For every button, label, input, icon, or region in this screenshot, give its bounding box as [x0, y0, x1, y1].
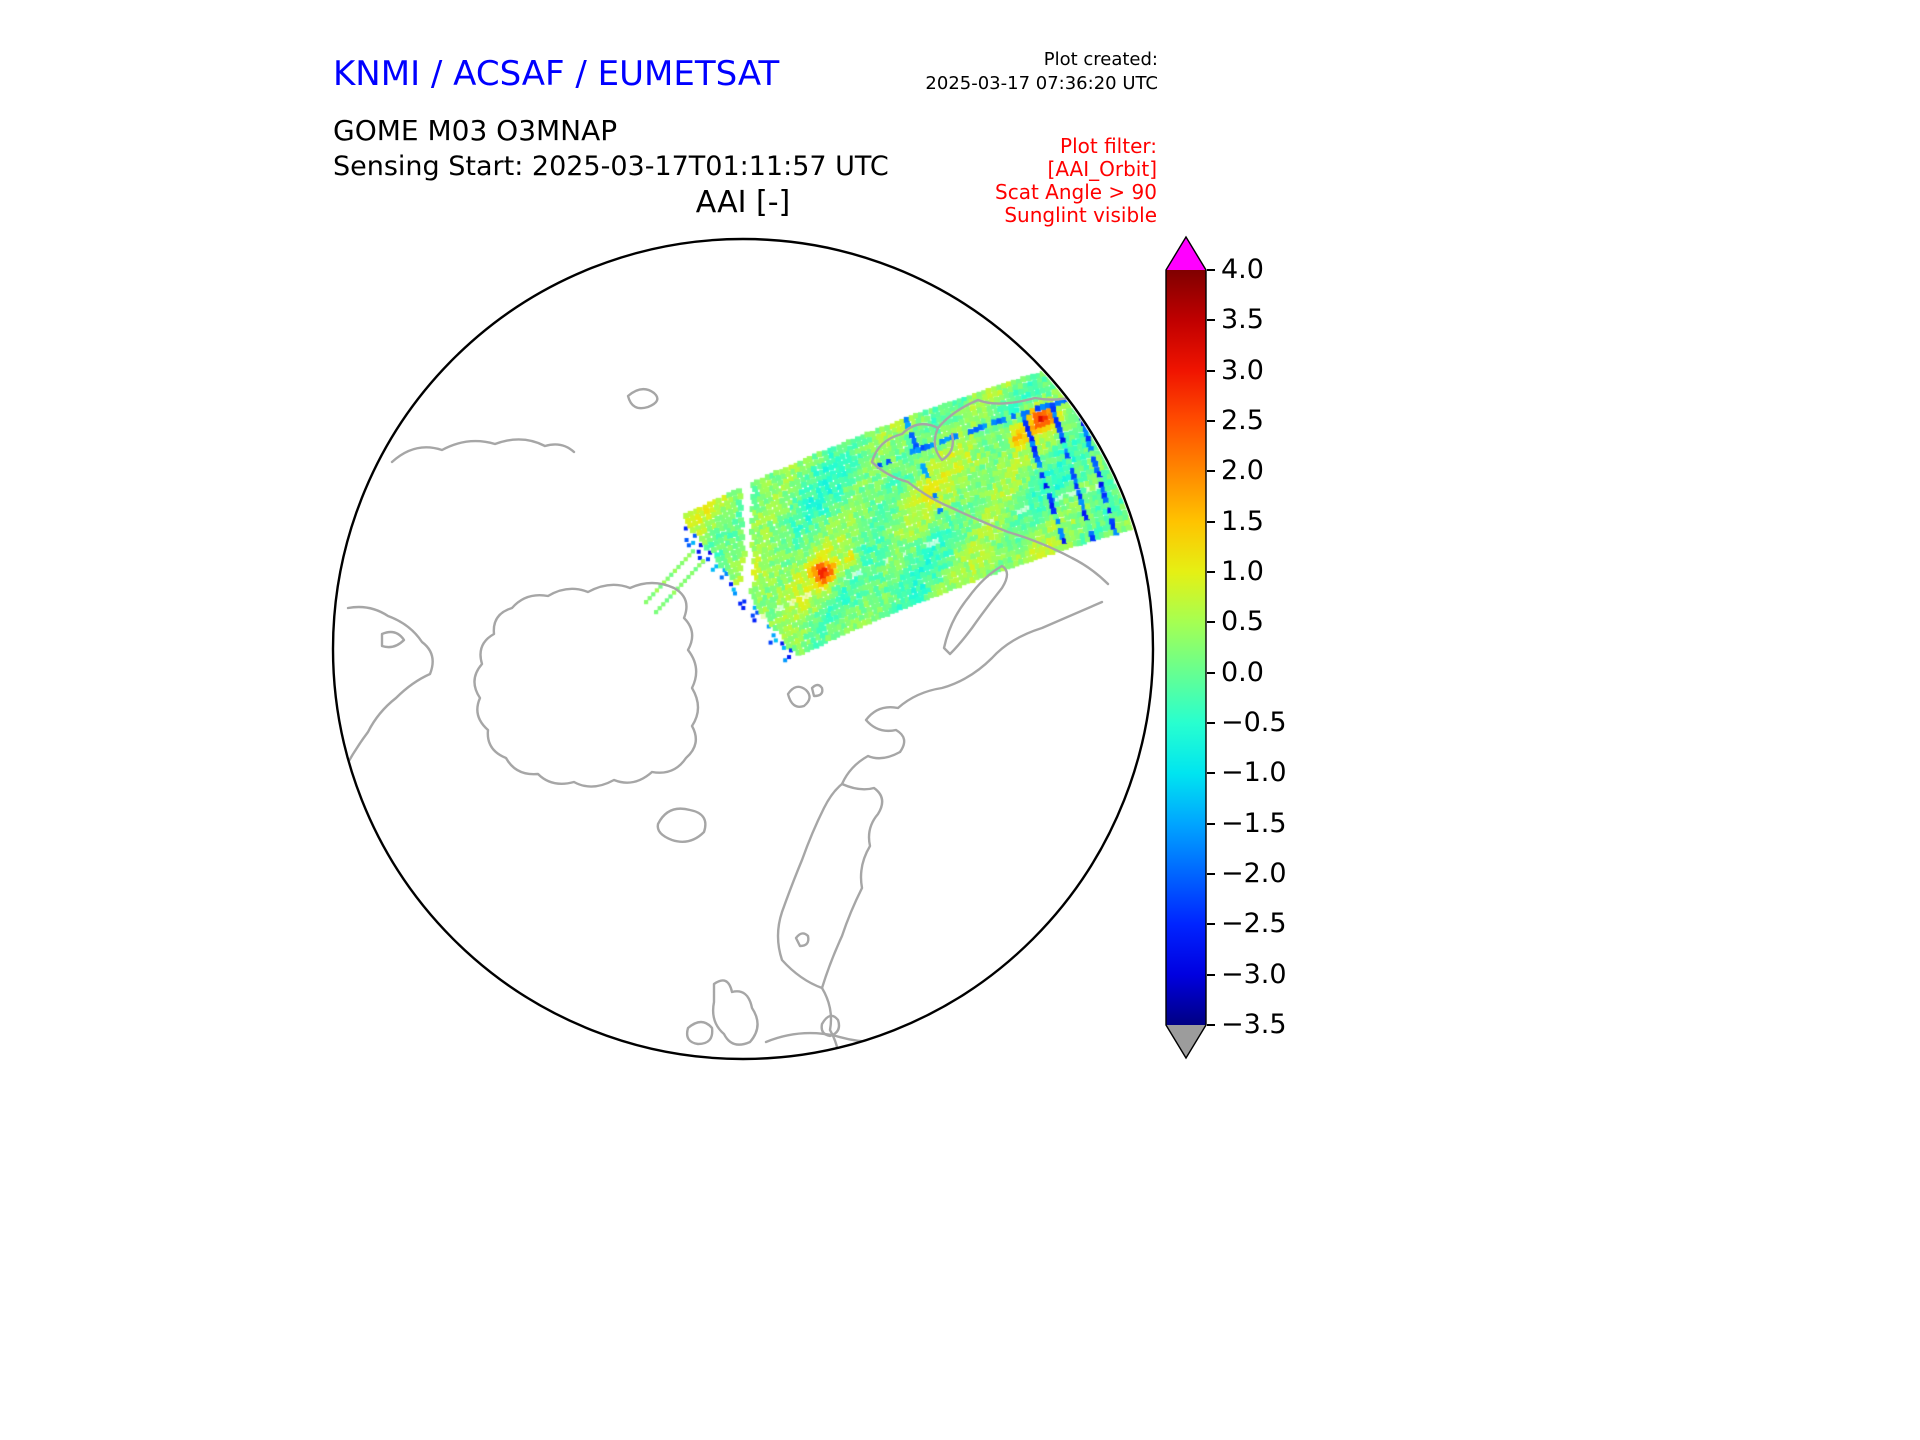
colorbar-tick-mark — [1207, 671, 1215, 674]
coastline-iceland — [658, 809, 706, 842]
colorbar-tick-label: −2.0 — [1221, 858, 1287, 889]
colorbar-tick-label: −1.0 — [1221, 757, 1287, 789]
plot-created-label: Plot created: — [1043, 49, 1158, 70]
colorbar-tick-label: −3.5 — [1221, 1009, 1287, 1040]
colorbar-tick-label: −2.5 — [1221, 908, 1287, 940]
colorbar-tick-label: 2.0 — [1221, 455, 1264, 487]
colorbar-tick-label: −3.0 — [1221, 958, 1287, 990]
colorbar-tick-mark — [1207, 520, 1215, 523]
colorbar-tick-label: 2.5 — [1221, 405, 1264, 436]
plot-filter-block: Plot filter: [AAI_Orbit] Scat Angle > 90 Su… — [857, 135, 1157, 227]
colorbar-tick-mark — [1207, 923, 1215, 926]
colorbar-tick-mark — [1207, 470, 1215, 473]
coastline-novaya-zemlya — [944, 566, 1007, 654]
colorbar-tick-mark — [1207, 269, 1215, 271]
colorbar-outline — [1166, 237, 1206, 1058]
colorbar-tick-mark — [1207, 571, 1215, 573]
colorbar-tick-mark — [1207, 369, 1215, 372]
colorbar-tick-label: −0.5 — [1221, 707, 1287, 738]
coastline-svalbard-small — [812, 685, 822, 696]
swath-canvas — [330, 236, 1156, 1062]
polar-map — [331, 237, 1155, 1062]
sensing-start-line: Sensing Start: 2025-03-17T01:11:57 UTC — [333, 151, 889, 182]
coastline-canada-island — [382, 632, 404, 647]
coastline-taymyr — [935, 428, 953, 460]
coastline-wrangel-island — [628, 389, 657, 408]
coastline-svalbard — [788, 687, 810, 707]
coastline-canada-arctic — [346, 607, 433, 766]
variable-title: AAI [-] — [695, 185, 791, 220]
agency-title: KNMI / ACSAF / EUMETSAT — [333, 54, 780, 94]
coastline-siberia — [872, 388, 1108, 584]
map-boundary-circle — [331, 237, 1155, 1061]
colorbar-tick-mark — [1207, 873, 1215, 875]
colorbar-tick-label: 0.0 — [1221, 656, 1264, 688]
colorbar-tick-label: 0.5 — [1221, 606, 1264, 638]
instrument-title: GOME M03 O3MNAP — [333, 114, 618, 147]
colorbar-tick-mark — [1207, 1024, 1215, 1026]
colorbar-tick-mark — [1207, 319, 1215, 322]
plot-filter-line: Sunglint visible — [1004, 203, 1157, 227]
plot-filter-line: Plot filter: — [1060, 134, 1157, 158]
coastline-denmark — [822, 1016, 839, 1036]
coastline-russia-northwest — [842, 602, 1102, 784]
colorbar-tick-label: 1.5 — [1221, 505, 1264, 537]
colorbar-tick-label: −1.5 — [1221, 807, 1287, 839]
plot-filter-line: Scat Angle > 90 — [995, 180, 1157, 204]
plot-filter-line: [AAI_Orbit] — [1047, 157, 1157, 181]
colorbar-tick-mark — [1207, 973, 1215, 976]
coastline-greenland — [474, 583, 698, 787]
colorbar-tick-mark — [1207, 822, 1215, 825]
coastline-scandinavia — [778, 784, 882, 988]
colorbar-tick-mark — [1207, 722, 1215, 724]
colorbar-tick-mark — [1207, 621, 1215, 624]
colorbar-tick-label: 4.0 — [1221, 254, 1264, 285]
coastlines — [346, 388, 1108, 1062]
colorbar-gradient — [1166, 270, 1206, 1025]
coastline-great-britain — [713, 980, 757, 1044]
colorbar-under-arrow — [1166, 1025, 1206, 1058]
colorbar-tick-mark — [1207, 772, 1215, 775]
colorbar — [1163, 235, 1211, 1063]
plot-created-block: Plot created: 2025-03-17 07:36:20 UTC — [820, 48, 1158, 96]
colorbar-tick-label: 3.5 — [1221, 304, 1264, 336]
plot-created-timestamp: 2025-03-17 07:36:20 UTC — [925, 73, 1158, 94]
coastline-chukotka — [392, 439, 574, 462]
coastline-gotland — [796, 933, 808, 946]
colorbar-tick-label: 3.0 — [1221, 354, 1264, 386]
colorbar-tick-label: 1.0 — [1221, 556, 1264, 587]
coastline-ireland — [687, 1022, 712, 1044]
colorbar-over-arrow — [1166, 237, 1206, 270]
colorbar-tick-mark — [1207, 420, 1215, 422]
